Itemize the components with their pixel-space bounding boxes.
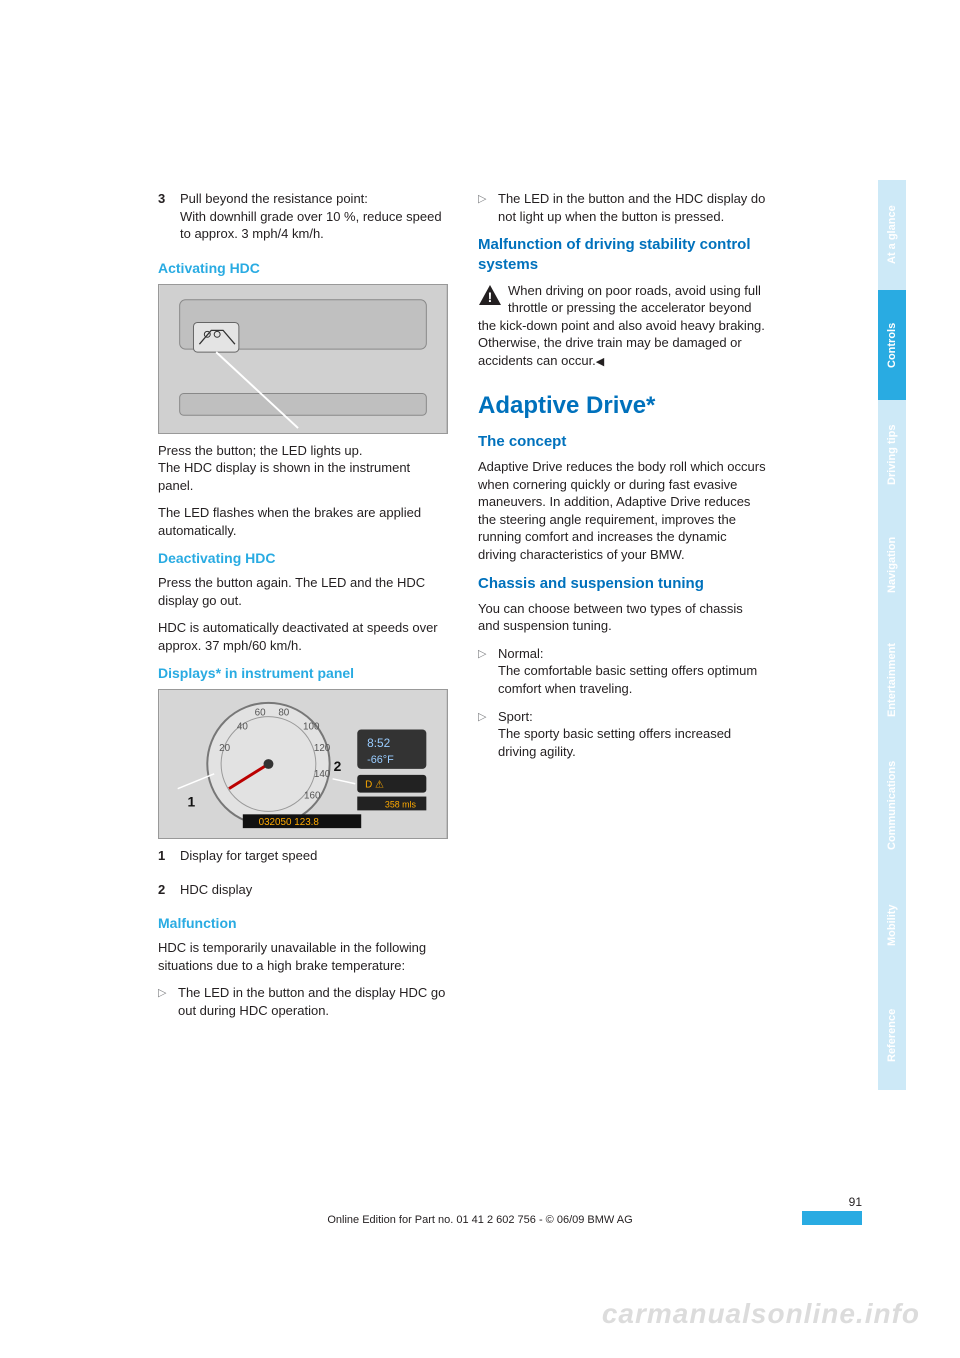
tab-at-a-glance[interactable]: At a glance bbox=[878, 180, 906, 290]
list-item-3: 3 Pull beyond the resistance point: With… bbox=[158, 190, 448, 243]
svg-text:-66°F: -66°F bbox=[367, 754, 394, 766]
svg-text:D ⚠: D ⚠ bbox=[365, 780, 384, 791]
svg-text:1: 1 bbox=[188, 794, 196, 810]
heading-adaptive-drive: Adaptive Drive* bbox=[478, 390, 768, 422]
right-column: ▷ The LED in the button and the HDC disp… bbox=[478, 190, 768, 1029]
bullet-arrow-icon: ▷ bbox=[478, 708, 498, 761]
heading-malf-systems: Malfunction of driving stability control… bbox=[478, 235, 768, 276]
heading-activating-hdc: Activating HDC bbox=[158, 259, 448, 278]
p-deactivate-2: HDC is automatically deactivated at spee… bbox=[158, 619, 448, 654]
legend-2-num: 2 bbox=[158, 881, 180, 899]
bullet-arrow-icon: ▷ bbox=[478, 645, 498, 698]
bullet-normal-text: The comfortable basic setting offers opt… bbox=[498, 663, 757, 696]
footer-text: Online Edition for Part no. 01 41 2 602 … bbox=[0, 1214, 960, 1226]
p-led-flash: The LED flashes when the brakes are appl… bbox=[158, 504, 448, 539]
legend-2-text: HDC display bbox=[180, 881, 448, 899]
p-press-button: Press the button; the LED lights up. The… bbox=[158, 442, 448, 495]
tab-entertainment[interactable]: Entertainment bbox=[878, 620, 906, 740]
svg-text:!: ! bbox=[488, 289, 493, 305]
figure-instrument-panel: 40 20 60 80 100 120 140 160 8:52 -66°F D… bbox=[158, 689, 448, 839]
svg-text:120: 120 bbox=[314, 743, 331, 754]
svg-text:140: 140 bbox=[314, 769, 331, 780]
legend-1: 1 Display for target speed bbox=[158, 847, 448, 865]
svg-text:032050 123.8: 032050 123.8 bbox=[259, 817, 320, 828]
svg-text:100: 100 bbox=[303, 722, 320, 733]
tab-reference[interactable]: Reference bbox=[878, 980, 906, 1090]
svg-text:60: 60 bbox=[255, 708, 266, 719]
heading-malfunction: Malfunction bbox=[158, 914, 448, 933]
legend-1-text: Display for target speed bbox=[180, 847, 448, 865]
svg-text:2: 2 bbox=[334, 758, 342, 774]
side-tabs: At a glance Controls Driving tips Naviga… bbox=[878, 180, 906, 1090]
heading-deactivating-hdc: Deactivating HDC bbox=[158, 549, 448, 568]
figure-hdc-button bbox=[158, 284, 448, 434]
bullet-top-right: ▷ The LED in the button and the HDC disp… bbox=[478, 190, 768, 225]
p-deactivate-1: Press the button again. The LED and the … bbox=[158, 574, 448, 609]
p-chassis: You can choose between two types of chas… bbox=[478, 600, 768, 635]
tab-communications[interactable]: Communications bbox=[878, 740, 906, 870]
heading-concept: The concept bbox=[478, 432, 768, 452]
p-concept: Adaptive Drive reduces the body roll whi… bbox=[478, 458, 768, 563]
legend-2: 2 HDC display bbox=[158, 881, 448, 899]
bullet-malf-1: ▷ The LED in the button and the display … bbox=[158, 984, 448, 1019]
bullet-sport-label: Sport: bbox=[498, 709, 533, 724]
bullet-normal: ▷ Normal: The comfortable basic setting … bbox=[478, 645, 768, 698]
bullet-arrow-icon: ▷ bbox=[158, 984, 178, 1019]
page-content: 3 Pull beyond the resistance point: With… bbox=[0, 0, 960, 1029]
bullet-arrow-icon: ▷ bbox=[478, 190, 498, 225]
bullet-sport-body: Sport: The sporty basic setting offers i… bbox=[498, 708, 768, 761]
left-column: 3 Pull beyond the resistance point: With… bbox=[158, 190, 448, 1029]
heading-chassis: Chassis and suspension tuning bbox=[478, 574, 768, 594]
p-warning-text: When driving on poor roads, avoid using … bbox=[478, 283, 765, 368]
svg-text:80: 80 bbox=[278, 708, 289, 719]
end-mark: ◀ bbox=[596, 356, 604, 368]
warning-icon: ! bbox=[478, 284, 502, 306]
bullet-top-right-text: The LED in the button and the HDC displa… bbox=[498, 190, 768, 225]
bullet-normal-body: Normal: The comfortable basic setting of… bbox=[498, 645, 768, 698]
tab-controls[interactable]: Controls bbox=[878, 290, 906, 400]
tab-mobility[interactable]: Mobility bbox=[878, 870, 906, 980]
svg-text:358 mls: 358 mls bbox=[385, 800, 417, 810]
p-warning: ! When driving on poor roads, avoid usin… bbox=[478, 282, 768, 370]
svg-text:40: 40 bbox=[237, 722, 248, 733]
list-text-3: Pull beyond the resistance point: With d… bbox=[180, 190, 448, 243]
bullet-normal-label: Normal: bbox=[498, 646, 544, 661]
svg-text:8:52: 8:52 bbox=[367, 736, 390, 750]
watermark: carmanualsonline.info bbox=[602, 1298, 920, 1330]
bullet-sport-text: The sporty basic setting offers increase… bbox=[498, 726, 731, 759]
tab-navigation[interactable]: Navigation bbox=[878, 510, 906, 620]
instrument-panel-illustration: 40 20 60 80 100 120 140 160 8:52 -66°F D… bbox=[159, 690, 447, 838]
tab-driving-tips[interactable]: Driving tips bbox=[878, 400, 906, 510]
page-number: 91 bbox=[849, 1195, 862, 1209]
p-malfunction: HDC is temporarily unavailable in the fo… bbox=[158, 939, 448, 974]
bullet-sport: ▷ Sport: The sporty basic setting offers… bbox=[478, 708, 768, 761]
legend-1-num: 1 bbox=[158, 847, 180, 865]
heading-displays: Displays* in instrument panel bbox=[158, 664, 448, 683]
hdc-button-illustration bbox=[159, 285, 447, 433]
svg-text:160: 160 bbox=[304, 791, 321, 802]
list-num-3: 3 bbox=[158, 190, 180, 243]
bullet-malf-1-text: The LED in the button and the display HD… bbox=[178, 984, 448, 1019]
svg-text:20: 20 bbox=[219, 743, 230, 754]
